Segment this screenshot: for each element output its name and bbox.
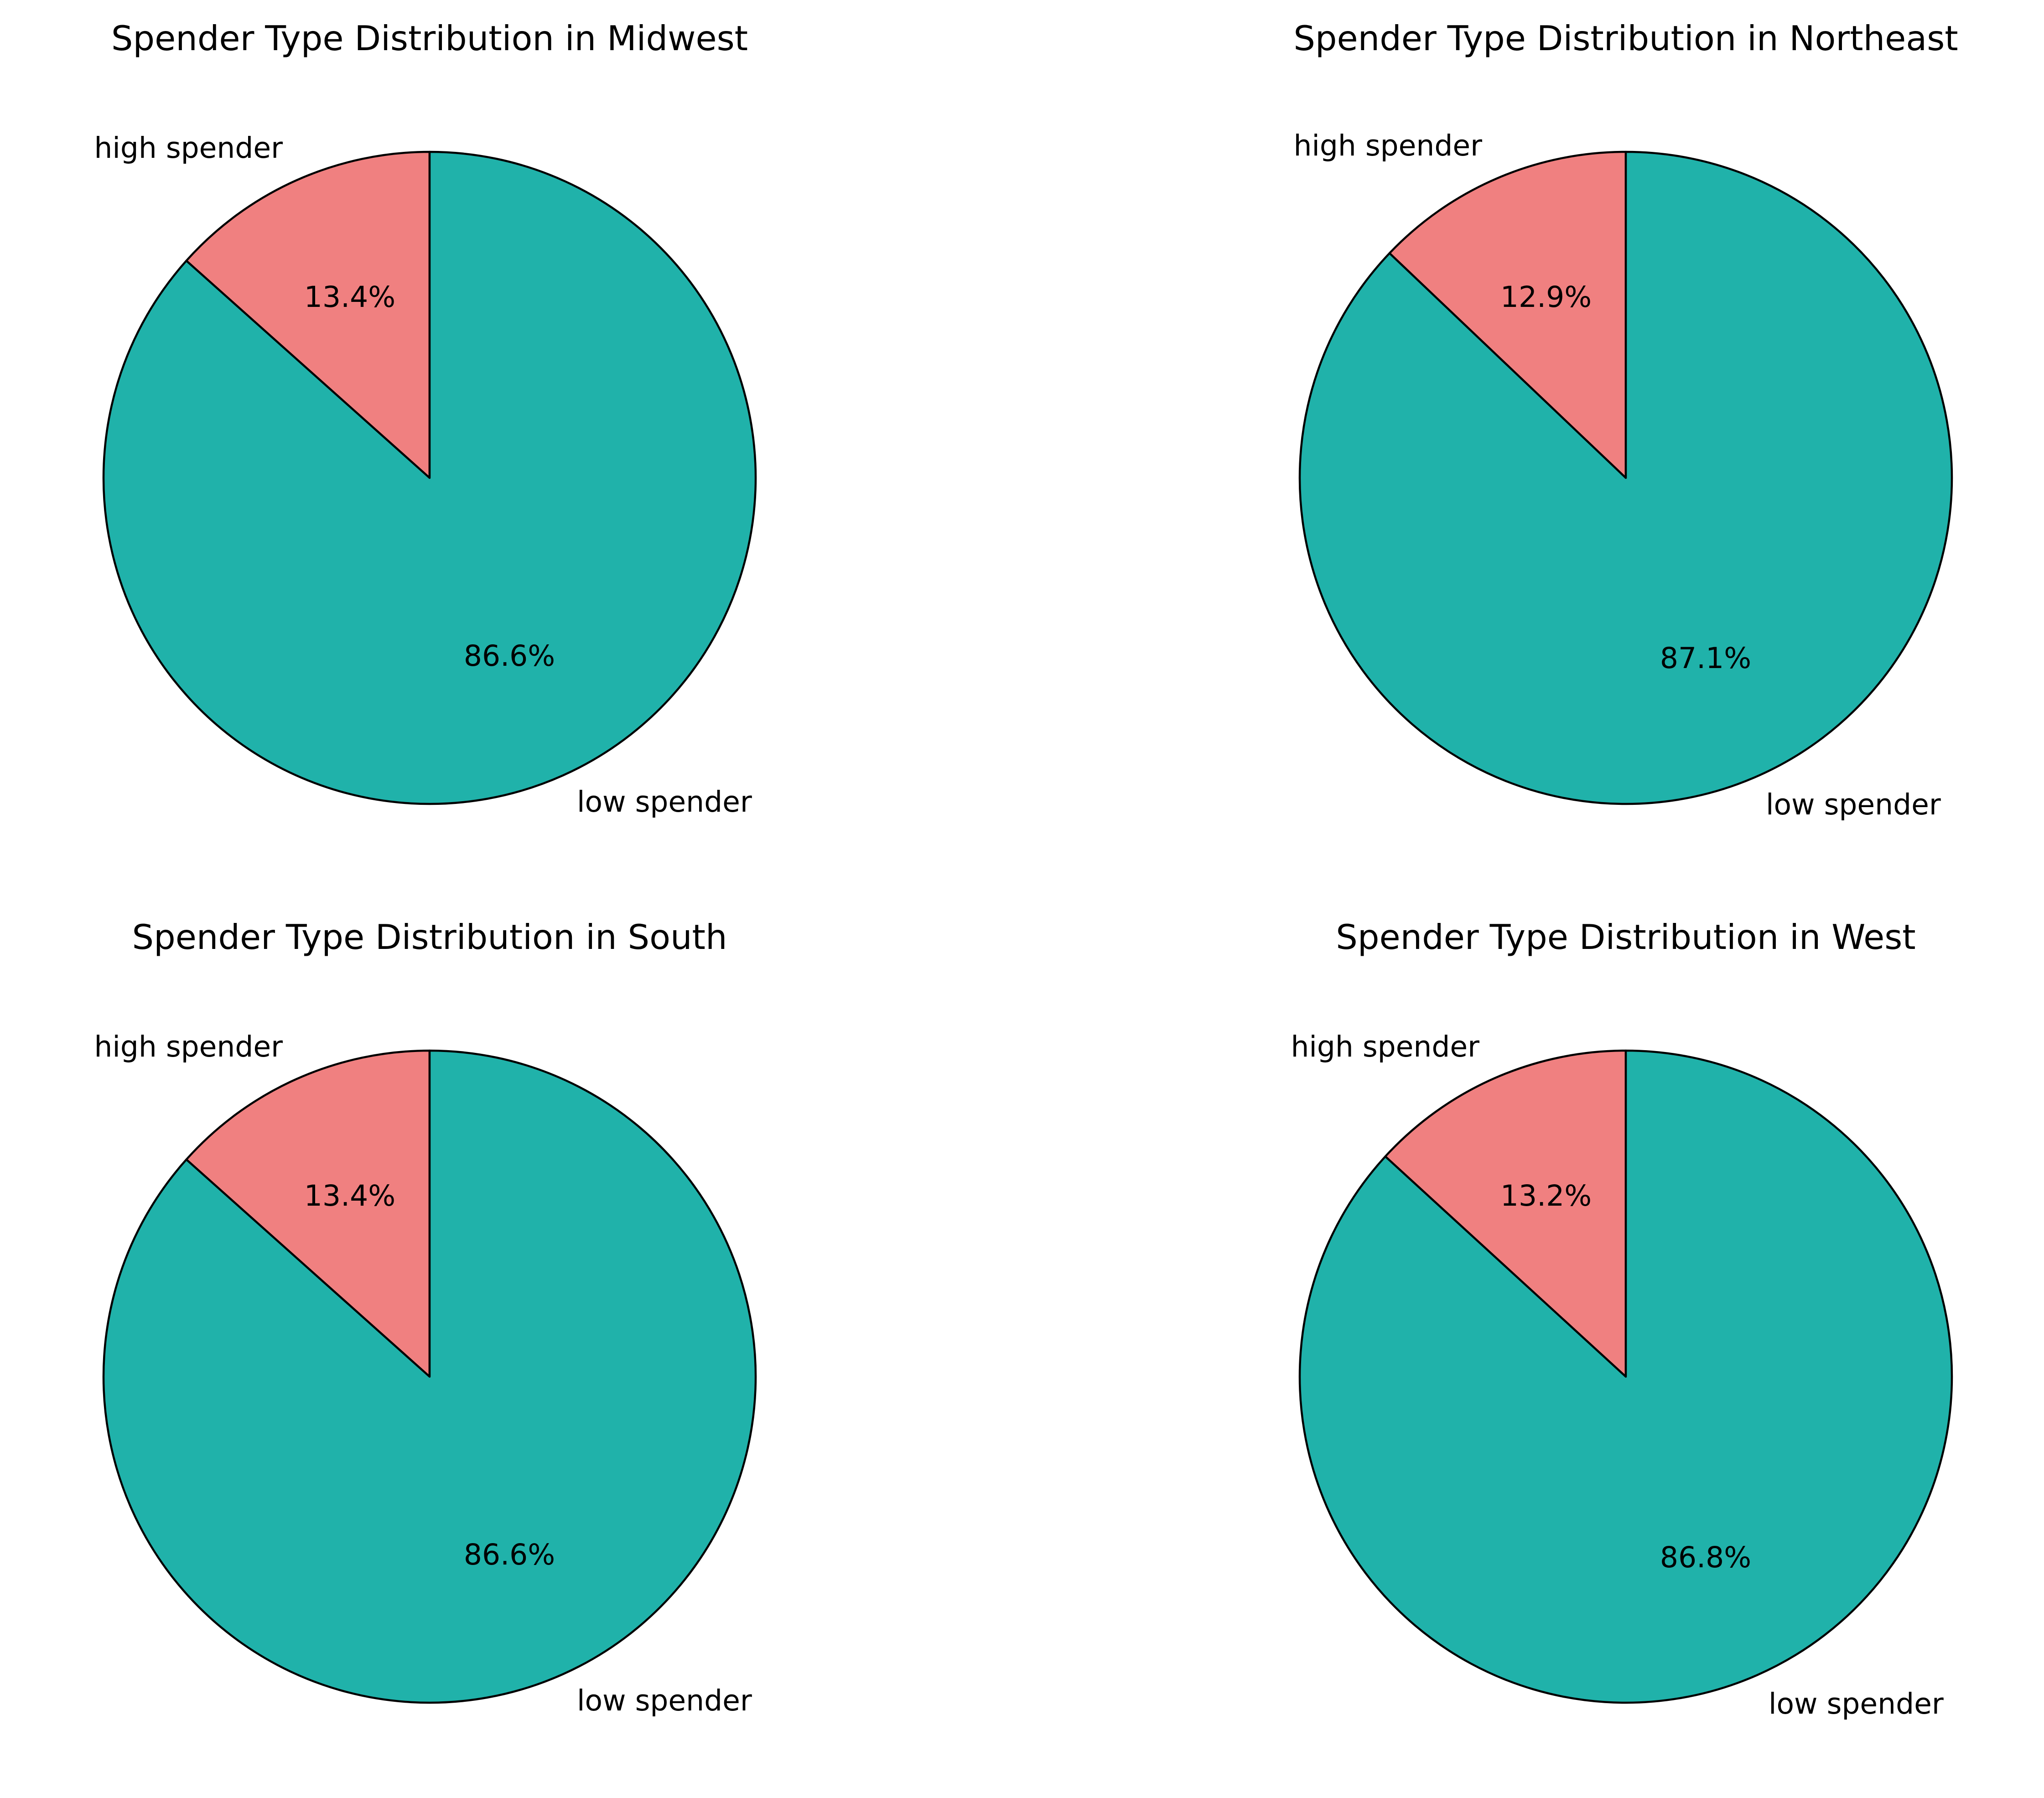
pie-slice-low-spender <box>102 1049 757 1704</box>
chart-title: Spender Type Distribution in Midwest <box>111 18 748 58</box>
slice-label-low-spender: low spender <box>577 1684 752 1717</box>
slice-label-high-spender: high spender <box>94 131 283 165</box>
pie-slice-high-spender <box>1384 1049 1627 1378</box>
pie-slice-low-spender <box>1298 150 1953 805</box>
slice-label-high-spender: high spender <box>1291 1030 1479 1063</box>
pie-panel-northeast: Spender Type Distribution in Northeast h… <box>1293 18 1958 821</box>
pie-slice-high-spender <box>1388 150 1627 479</box>
slice-label-low-spender: low spender <box>1766 788 1941 821</box>
pie-slice-low-spender <box>102 150 757 805</box>
slice-label-high-spender: high spender <box>1293 129 1482 162</box>
pie-panel-west: Spender Type Distribution in West high s… <box>1291 917 1953 1720</box>
pie-slice-high-spender <box>185 150 431 479</box>
pie-slices <box>102 1049 757 1704</box>
slice-pct-high-spender: 13.4% <box>304 1179 395 1212</box>
pie-slice-low-spender <box>1298 1049 1953 1704</box>
slice-pct-low-spender: 87.1% <box>1660 642 1751 675</box>
slice-label-low-spender: low spender <box>1769 1687 1944 1720</box>
pie-slice-high-spender <box>185 1049 431 1378</box>
slice-pct-high-spender: 13.2% <box>1500 1179 1592 1212</box>
slice-pct-low-spender: 86.8% <box>1660 1541 1751 1574</box>
pie-panel-south: Spender Type Distribution in South high … <box>94 917 757 1717</box>
pie-panel-midwest: Spender Type Distribution in Midwest hig… <box>94 18 757 819</box>
chart-title: Spender Type Distribution in West <box>1336 917 1915 957</box>
pie-slices <box>102 150 757 805</box>
slice-pct-high-spender: 13.4% <box>304 280 395 314</box>
slice-pct-low-spender: 86.6% <box>464 639 555 673</box>
slice-label-low-spender: low spender <box>577 785 752 819</box>
slice-pct-high-spender: 12.9% <box>1500 280 1592 314</box>
pie-slices <box>1298 1049 1953 1704</box>
slice-label-high-spender: high spender <box>94 1030 283 1063</box>
pie-slices <box>1298 150 1953 805</box>
slice-pct-low-spender: 86.6% <box>464 1538 555 1571</box>
chart-title: Spender Type Distribution in South <box>132 917 727 957</box>
chart-title: Spender Type Distribution in Northeast <box>1293 18 1958 58</box>
